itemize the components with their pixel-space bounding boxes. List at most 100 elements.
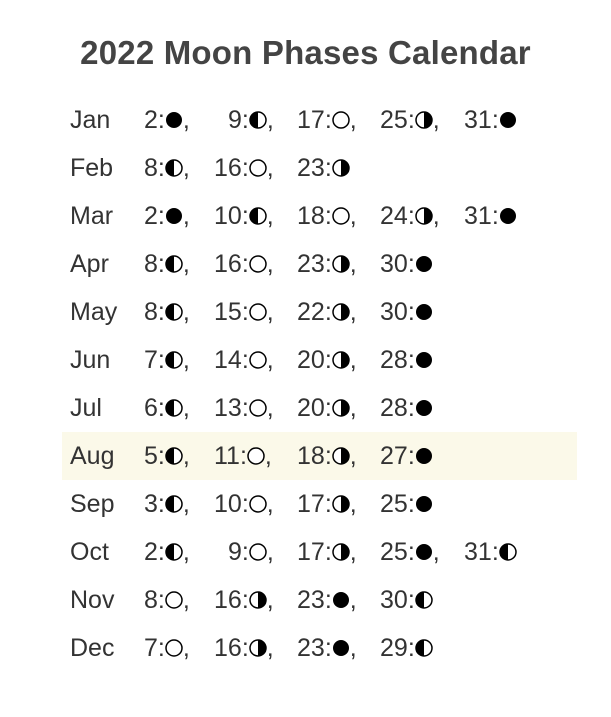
new-moon-icon	[332, 639, 350, 657]
last-quarter-moon-icon	[332, 351, 350, 369]
phase-day: 16	[214, 250, 242, 278]
phase-entry: 28:	[380, 384, 433, 432]
phase-entry: 8:,	[144, 250, 190, 278]
phase-entry: 30:	[380, 288, 433, 336]
phase-entry: 8:,	[144, 586, 190, 614]
new-moon-icon	[415, 495, 433, 513]
phase-entry: 17:,	[297, 490, 357, 518]
month-name: Jan	[70, 106, 111, 134]
phase-entry: 23:,	[297, 250, 357, 278]
first-quarter-moon-icon	[165, 543, 183, 561]
first-quarter-moon-icon	[165, 303, 183, 321]
month-name: Feb	[70, 154, 114, 182]
phase-day: 16	[214, 634, 242, 662]
phase-day: 28	[380, 346, 408, 374]
full-moon-icon	[165, 591, 183, 609]
new-moon-icon	[415, 303, 433, 321]
phase-entry: 20:,	[297, 394, 357, 422]
full-moon-icon	[249, 543, 267, 561]
new-moon-icon	[415, 543, 433, 561]
first-quarter-moon-icon	[415, 591, 433, 609]
phase-day: 31	[464, 202, 492, 230]
phase-entry: 22:,	[297, 298, 357, 326]
new-moon-icon	[165, 207, 183, 225]
page-title: 2022 Moon Phases Calendar	[80, 34, 531, 71]
new-moon-icon	[499, 111, 517, 129]
phase-entry: 16:,	[214, 250, 274, 278]
month-row-jan: Jan 2:, 9:, 17:, 25:, 31:	[62, 96, 577, 144]
phase-day: 7	[144, 634, 158, 662]
phase-entry: 16:,	[214, 154, 274, 182]
phase-entry: 2:,	[144, 538, 190, 566]
month-name: Nov	[70, 586, 115, 614]
phase-entry: 11:,	[214, 442, 272, 470]
month-name: Sep	[70, 490, 115, 518]
full-moon-icon	[249, 303, 267, 321]
phase-entry: 17:,	[297, 538, 357, 566]
full-moon-icon	[249, 255, 267, 273]
phase-day: 8	[144, 298, 158, 326]
phase-day: 29	[380, 634, 408, 662]
phase-day: 16	[214, 586, 242, 614]
month-row-oct: Oct 2:, 9:, 17:, 25:, 31:	[62, 528, 577, 576]
phase-day: 14	[214, 346, 242, 374]
phase-day: 31	[464, 106, 492, 134]
phase-entry: 23:	[297, 144, 350, 192]
first-quarter-moon-icon	[165, 159, 183, 177]
phase-day: 25	[380, 106, 408, 134]
month-name: Aug	[70, 442, 115, 470]
phase-day: 27	[380, 442, 408, 470]
full-moon-icon	[165, 639, 183, 657]
last-quarter-moon-icon	[332, 495, 350, 513]
phase-day: 30	[380, 586, 408, 614]
month-row-may: May 8:, 15:, 22:, 30:	[62, 288, 577, 336]
last-quarter-moon-icon	[249, 639, 267, 657]
phase-entry: 8:,	[144, 154, 190, 182]
new-moon-icon	[415, 447, 433, 465]
phase-day: 18	[297, 442, 325, 470]
phase-day: 7	[144, 346, 158, 374]
phase-day: 20	[297, 346, 325, 374]
phase-day: 31	[464, 538, 492, 566]
phase-day: 2	[144, 538, 158, 566]
phase-entry: 31:	[464, 96, 517, 144]
new-moon-icon	[415, 351, 433, 369]
phase-day: 25	[380, 490, 408, 518]
phase-entry: 7:,	[144, 346, 190, 374]
first-quarter-moon-icon	[249, 111, 267, 129]
last-quarter-moon-icon	[332, 303, 350, 321]
phase-day: 5	[144, 442, 158, 470]
phase-day: 13	[214, 394, 242, 422]
phase-day: 24	[380, 202, 408, 230]
month-name: Dec	[70, 634, 115, 662]
phase-entry: 25:,	[380, 106, 440, 134]
phase-entry: 5:,	[144, 442, 190, 470]
phase-entry: 29:	[380, 624, 433, 672]
phase-entry: 16:,	[214, 586, 274, 614]
month-row-apr: Apr 8:, 16:, 23:, 30:	[62, 240, 577, 288]
new-moon-icon	[415, 255, 433, 273]
new-moon-icon	[332, 591, 350, 609]
phase-day: 9	[228, 538, 242, 566]
phase-entry: 3:,	[144, 490, 190, 518]
month-name: Apr	[70, 250, 109, 278]
phase-day: 10	[214, 490, 242, 518]
phase-day: 30	[380, 298, 408, 326]
phase-entry: 25:,	[380, 538, 440, 566]
phase-entry: 2:,	[144, 202, 190, 230]
last-quarter-moon-icon	[249, 591, 267, 609]
phase-day: 8	[144, 250, 158, 278]
full-moon-icon	[249, 351, 267, 369]
first-quarter-moon-icon	[165, 399, 183, 417]
phase-entry: 28:	[380, 336, 433, 384]
last-quarter-moon-icon	[332, 447, 350, 465]
last-quarter-moon-icon	[332, 399, 350, 417]
full-moon-icon	[249, 159, 267, 177]
phase-day: 8	[144, 154, 158, 182]
month-row-mar: Mar 2:, 10:, 18:, 24:, 31:	[62, 192, 577, 240]
phase-day: 11	[214, 442, 240, 470]
phase-day: 23	[297, 154, 325, 182]
new-moon-icon	[415, 399, 433, 417]
phase-day: 23	[297, 250, 325, 278]
first-quarter-moon-icon	[165, 255, 183, 273]
